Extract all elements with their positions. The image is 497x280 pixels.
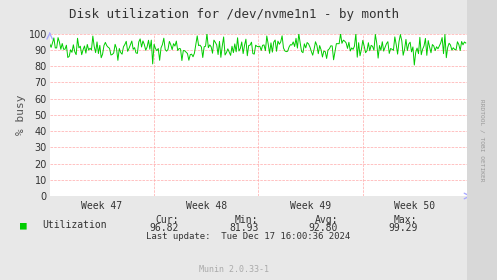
Text: Disk utilization for /dev/nvme1n1 - by month: Disk utilization for /dev/nvme1n1 - by m… bbox=[69, 8, 399, 21]
Text: Munin 2.0.33-1: Munin 2.0.33-1 bbox=[199, 265, 268, 274]
Text: 96.82: 96.82 bbox=[150, 223, 179, 233]
Text: Max:: Max: bbox=[394, 215, 417, 225]
Text: 92.80: 92.80 bbox=[309, 223, 338, 233]
Text: 81.93: 81.93 bbox=[229, 223, 258, 233]
Text: ■: ■ bbox=[20, 220, 27, 230]
Text: Last update:  Tue Dec 17 16:00:36 2024: Last update: Tue Dec 17 16:00:36 2024 bbox=[147, 232, 350, 241]
Text: 99.29: 99.29 bbox=[388, 223, 417, 233]
Text: RRDTOOL / TOBI OETIKER: RRDTOOL / TOBI OETIKER bbox=[480, 99, 485, 181]
Text: Cur:: Cur: bbox=[156, 215, 179, 225]
Text: Utilization: Utilization bbox=[42, 220, 107, 230]
Y-axis label: % busy: % busy bbox=[16, 95, 26, 135]
Text: Min:: Min: bbox=[235, 215, 258, 225]
Text: Avg:: Avg: bbox=[315, 215, 338, 225]
